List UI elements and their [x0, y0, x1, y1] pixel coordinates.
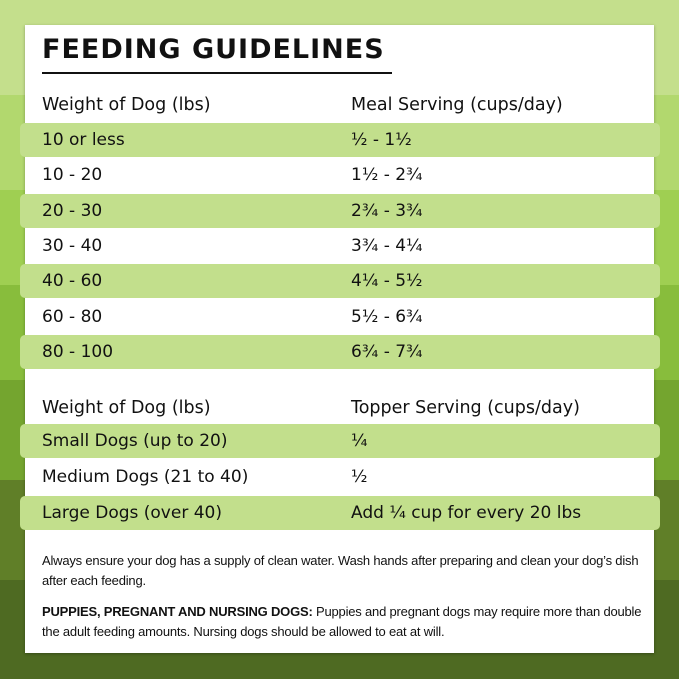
- table-row-cell: Small Dogs (up to 20): [42, 431, 228, 451]
- table-row-cell: ½: [351, 467, 368, 487]
- topper-header-row: Weight of Dog (lbs) Topper Serving (cups/…: [20, 391, 660, 425]
- table-row: Medium Dogs (21 to 40) ½: [20, 460, 660, 494]
- notes: Always ensure your dog has a supply of c…: [42, 551, 642, 653]
- water-note: Always ensure your dog has a supply of c…: [42, 553, 639, 588]
- table-row-cell: Medium Dogs (21 to 40): [42, 467, 249, 487]
- table-row: 10 or less ½ - 1½: [20, 123, 660, 157]
- table-row-cell: 20 - 30: [42, 200, 103, 221]
- table-row-cell: 40 - 60: [42, 271, 103, 292]
- table-row-cell: Add ¼ cup for every 20 lbs: [351, 503, 582, 523]
- page-title: FEEDING GUIDELINES: [42, 34, 385, 65]
- table-row: 40 - 60 4¼ - 5½: [20, 264, 660, 299]
- table-row-cell: 6¾ - 7¾: [351, 341, 423, 362]
- table-row: 10 - 20 1½ - 2¾: [20, 158, 660, 192]
- table-row-cell: ½ - 1½: [351, 130, 412, 150]
- table-row: Large Dogs (over 40) Add ¼ cup for every …: [20, 496, 660, 530]
- table-row: 30 - 40 3¾ - 4¼: [20, 229, 660, 263]
- meal-header-row-cell: Meal Serving (cups/day): [351, 95, 563, 115]
- table-row: 80 - 100 6¾ - 7¾: [20, 334, 660, 369]
- table-row-cell: 5½ - 6¾: [351, 306, 423, 327]
- table-row-cell: Large Dogs (over 40): [42, 503, 222, 523]
- table-row: Small Dogs (up to 20) ¼: [20, 424, 660, 458]
- table-row-cell: 80 - 100: [42, 341, 114, 362]
- table-row-cell: 4¼ - 5½: [351, 271, 423, 292]
- meal-header-row: Weight of Dog (lbs) Meal Serving (cups/da…: [20, 88, 660, 122]
- table-row-cell: 1½ - 2¾: [351, 165, 423, 186]
- table-row-cell: 60 - 80: [42, 306, 103, 327]
- table-row-cell: 10 or less: [42, 130, 125, 150]
- topper-header-row-cell: Weight of Dog (lbs): [42, 398, 211, 418]
- table-row-cell: 10 - 20: [42, 165, 103, 186]
- table-row-cell: 2¾ - 3¾: [351, 200, 423, 221]
- puppies-note: PUPPIES, PREGNANT AND NURSING DOGS: Pupp…: [42, 604, 642, 639]
- table-row: 60 - 80 5½ - 6¾: [20, 300, 660, 334]
- title-underline: [42, 72, 392, 74]
- table-row: 20 - 30 2¾ - 3¾: [20, 193, 660, 228]
- table-row-cell: 3¾ - 4¼: [351, 235, 423, 256]
- meal-header-row-cell: Weight of Dog (lbs): [42, 95, 211, 115]
- topper-header-row-cell: Topper Serving (cups/day): [351, 398, 580, 418]
- table-row-cell: 30 - 40: [42, 235, 103, 256]
- table-row-cell: ¼: [351, 431, 368, 451]
